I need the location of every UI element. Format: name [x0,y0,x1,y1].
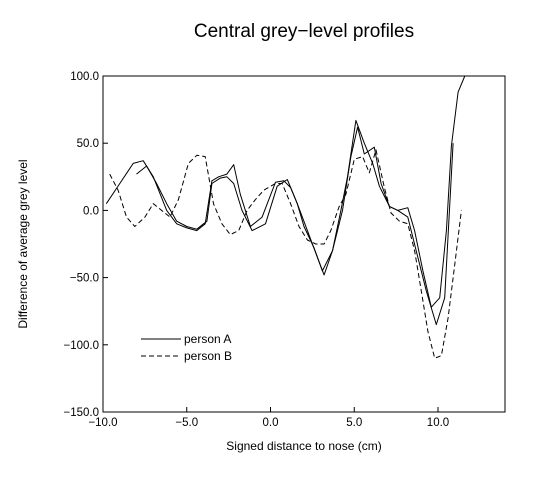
x-tick-label: 10.0 [427,417,449,429]
x-axis-ticks: −10.0 −5.0 0.0 5.0 10.0 [88,407,449,429]
legend-label-person-b: person B [184,349,232,363]
y-tick-label: 0.0 [83,205,99,217]
legend-label-person-a: person A [184,332,231,346]
x-tick-label: 5.0 [346,417,362,429]
y-tick-label: 100.0 [70,71,99,83]
chart-title: Central grey−level profiles [194,21,414,42]
series-line-person-a [105,75,466,308]
y-tick-label: −150.0 [64,407,100,419]
y-tick-label: −50.0 [70,273,99,285]
x-tick-label: −5.0 [175,417,198,429]
legend: person A person B [141,332,232,363]
y-axis-ticks: −150.0 −100.0 −50.0 0.0 50.0 100.0 [64,71,108,419]
series-line-person-b [109,149,462,359]
y-tick-label: −100.0 [64,340,100,352]
y-axis-label: Difference of average grey level [16,159,30,328]
plot-frame [102,75,506,413]
y-tick-label: 50.0 [77,138,99,150]
x-tick-label: 0.0 [263,417,279,429]
series-lines [105,75,466,359]
x-tick-label: −10.0 [88,417,117,429]
x-axis-label: Signed distance to nose (cm) [226,439,381,453]
series-line-unlabeled-1 [136,126,454,326]
